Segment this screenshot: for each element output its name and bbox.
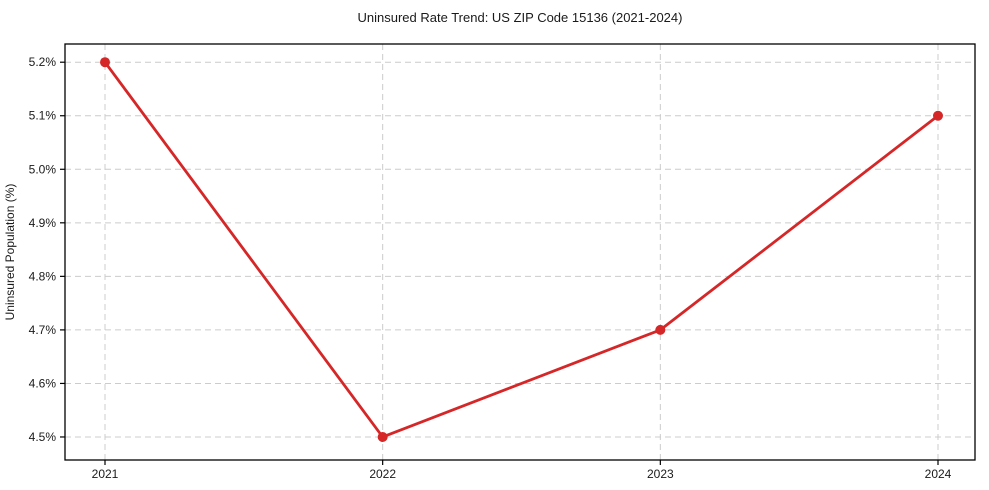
axis-ticks: 4.5% 4.6% 4.7% 4.8% 4.9% 5.0% 5.1% 5.2% 2021 2022… xyxy=(29,55,952,481)
series-line xyxy=(103,60,940,439)
y-tick-label: 4.5% xyxy=(29,430,57,444)
y-axis-label: Uninsured Population (%) xyxy=(3,184,17,321)
y-tick-label: 5.1% xyxy=(29,109,57,123)
y-tick-label: 4.8% xyxy=(29,269,57,283)
y-tick-label: 4.6% xyxy=(29,376,57,390)
x-tick-label: 2021 xyxy=(92,467,119,481)
plot-border xyxy=(64,43,976,461)
data-point xyxy=(933,110,943,121)
data-points xyxy=(100,57,943,442)
y-tick-label: 5.2% xyxy=(29,55,57,69)
x-tick-label: 2023 xyxy=(647,467,674,481)
y-tick-label: 4.9% xyxy=(29,216,57,230)
y-tick-label: 5.0% xyxy=(29,162,57,176)
data-point xyxy=(377,431,388,442)
x-tick-label: 2024 xyxy=(925,467,952,481)
gridlines xyxy=(65,44,975,460)
data-point xyxy=(100,57,110,68)
data-point xyxy=(655,324,666,335)
y-tick-label: 4.7% xyxy=(29,323,57,337)
x-tick-label: 2022 xyxy=(369,467,396,481)
chart-title: Uninsured Rate Trend: US ZIP Code 15136 … xyxy=(358,10,683,25)
